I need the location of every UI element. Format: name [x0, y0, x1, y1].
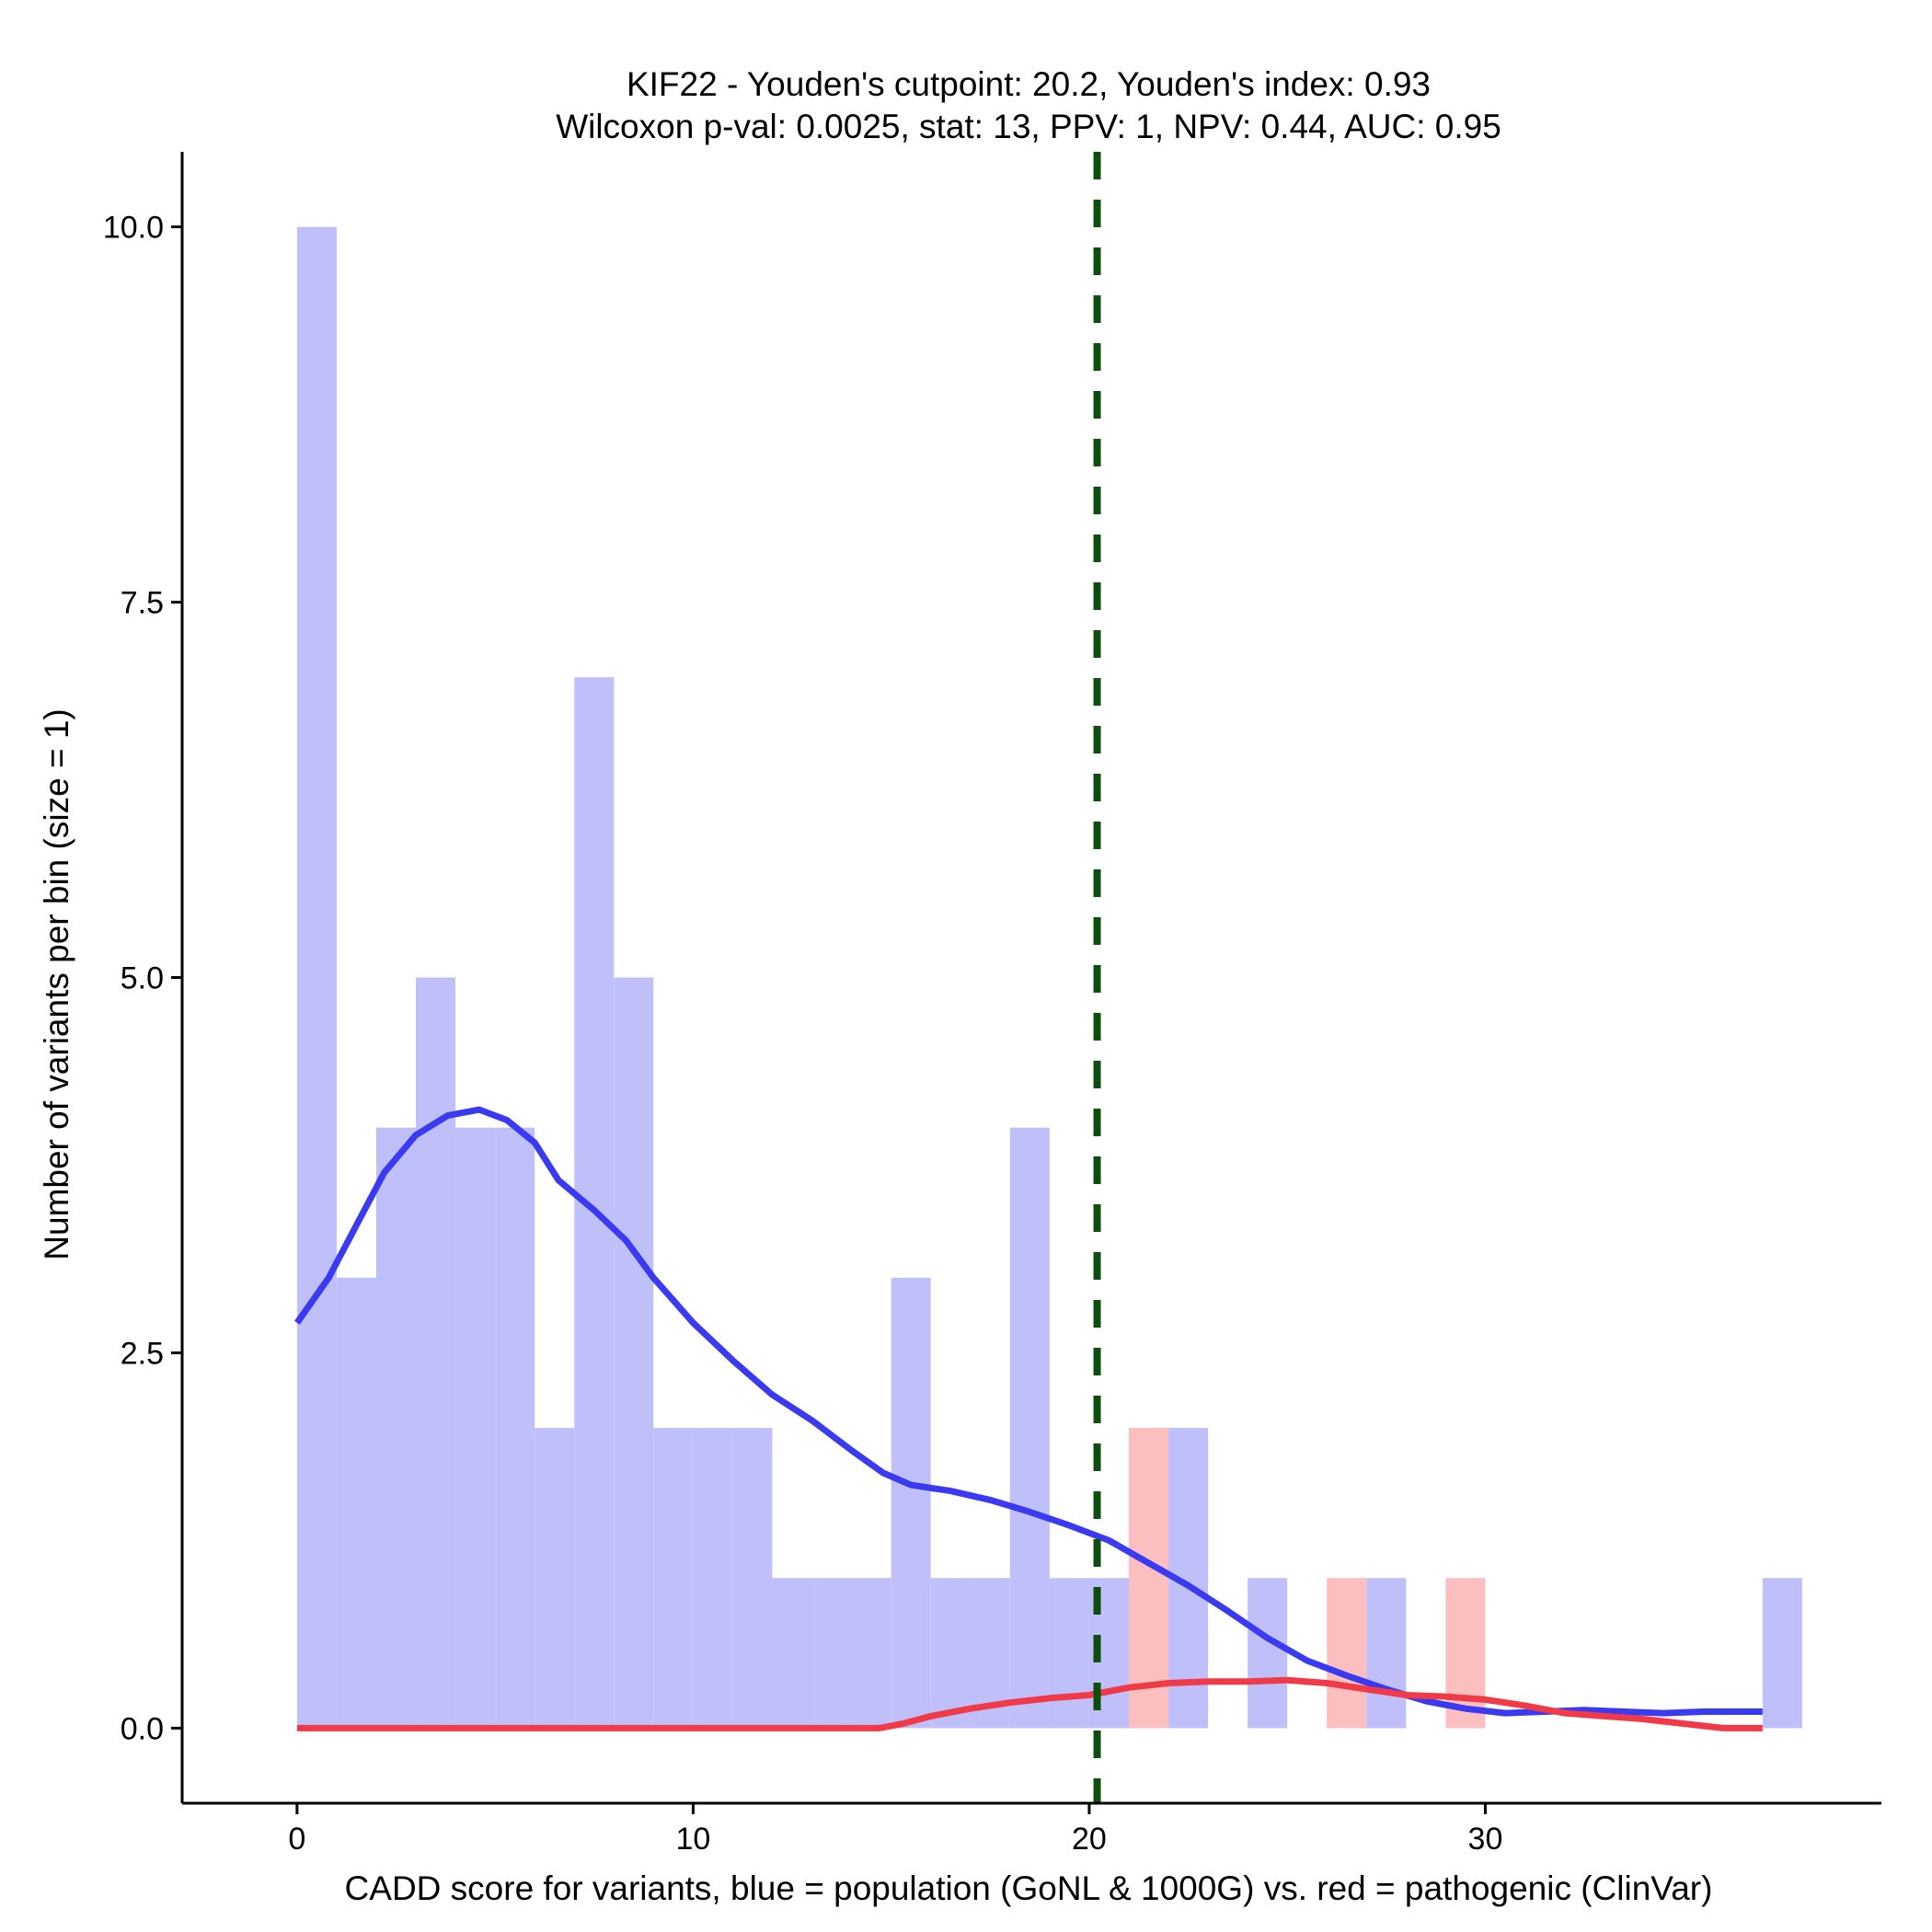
- population-bar-4: [455, 1127, 496, 1729]
- population-bar-9: [653, 1428, 694, 1729]
- population-bar-8: [614, 977, 654, 1729]
- population-bar-3: [416, 977, 456, 1729]
- population-bar-15: [891, 1277, 931, 1729]
- population-bar-0: [296, 226, 337, 1729]
- population-bar-12: [772, 1578, 812, 1729]
- y-tick-label-7.5: 7.5: [121, 586, 164, 621]
- histogram-bars: [296, 226, 1802, 1729]
- y-axis-label: Number of variants per bin (size = 1): [38, 708, 75, 1259]
- pathogenic-bar-21: [1128, 1428, 1169, 1729]
- y-tick-label-5.0: 5.0: [121, 961, 164, 996]
- y-tick-label-10.0: 10.0: [103, 211, 164, 246]
- population-bar-24: [1248, 1578, 1288, 1729]
- pathogenic-bar-26: [1327, 1578, 1367, 1729]
- x-tick-label-0: 0: [288, 1822, 305, 1857]
- population-bar-11: [732, 1428, 773, 1729]
- population-bar-5: [495, 1127, 535, 1729]
- x-tick-label-30: 30: [1468, 1822, 1503, 1857]
- y-tick-label-2.5: 2.5: [121, 1336, 164, 1371]
- chart-title-line-2: Wilcoxon p-val: 0.0025, stat: 13, PPV: 1…: [556, 108, 1501, 145]
- population-bar-6: [535, 1428, 575, 1729]
- pathogenic-density-line: [296, 1676, 1763, 1731]
- population-bar-1: [336, 1277, 376, 1729]
- population-bar-16: [930, 1578, 971, 1729]
- population-bar-19: [1049, 1578, 1089, 1729]
- x-tick-label-20: 20: [1072, 1822, 1107, 1857]
- y-tick-label-0.0: 0.0: [121, 1711, 164, 1746]
- x-axis-label: CADD score for variants, blue = populati…: [345, 1869, 1713, 1907]
- population-bar-18: [1009, 1127, 1050, 1729]
- population-density-line: [294, 1106, 1763, 1717]
- population-bar-37: [1762, 1578, 1802, 1729]
- population-bar-10: [693, 1428, 733, 1729]
- axis-ticks: 0 10 20 30 0.0 2.5 5.0 7.5 10.0: [103, 211, 1503, 1857]
- population-bar-2: [375, 1127, 417, 1729]
- chart-title-line-1: KIF22 - Youden's cutpoint: 20.2, Youden'…: [627, 65, 1431, 103]
- population-bar-14: [851, 1578, 891, 1729]
- population-bar-27: [1366, 1578, 1407, 1729]
- density-lines: [294, 1106, 1763, 1731]
- population-bar-13: [811, 1578, 852, 1729]
- x-tick-label-10: 10: [675, 1822, 710, 1857]
